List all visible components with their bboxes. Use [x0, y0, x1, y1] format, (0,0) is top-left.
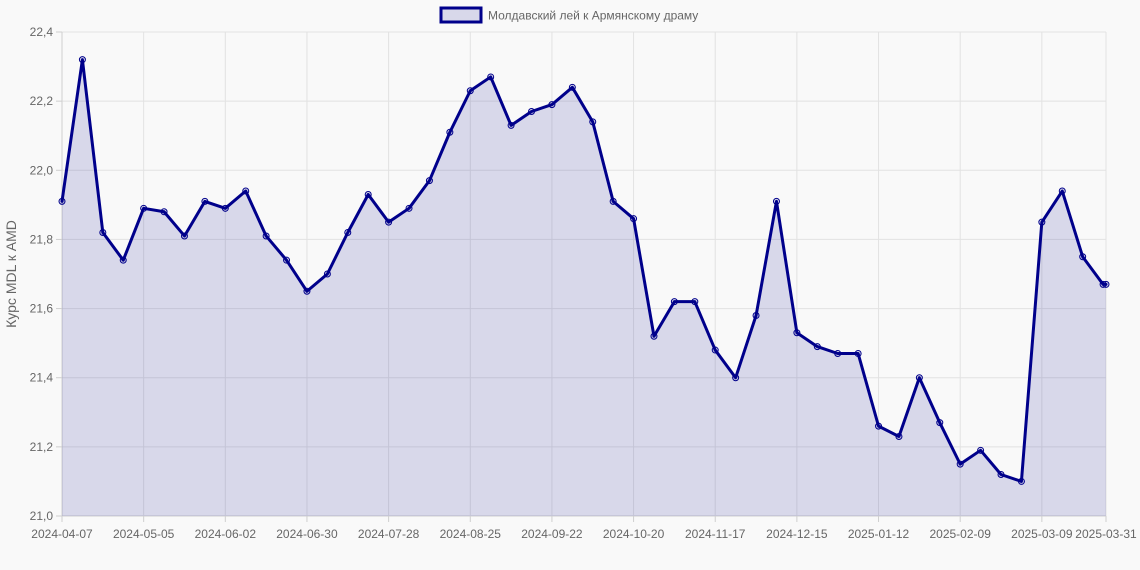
data-point[interactable]: [568, 83, 576, 91]
data-point[interactable]: [221, 204, 229, 212]
y-tick-label: 21,6: [30, 302, 54, 316]
data-point[interactable]: [752, 311, 760, 319]
line-layer: [60, 58, 1108, 483]
tick-layer: 21,0 21,2 21,4 21,6 21,8 22,0 22,2 22,4 2024-04-…: [30, 25, 1137, 541]
data-point[interactable]: [1102, 280, 1110, 288]
x-tick-label: 2024-10-20: [603, 527, 665, 541]
x-tick-label: 2025-02-09: [929, 527, 991, 541]
data-point[interactable]: [997, 471, 1005, 479]
data-point[interactable]: [915, 374, 923, 382]
data-point[interactable]: [834, 350, 842, 358]
data-point[interactable]: [793, 329, 801, 337]
x-tick-label: 2025-01-12: [848, 527, 910, 541]
y-tick-label: 22,0: [30, 163, 54, 177]
data-point[interactable]: [630, 215, 638, 223]
data-point[interactable]: [140, 204, 148, 212]
data-point[interactable]: [201, 197, 209, 205]
y-axis-title: Курс MDL к AMD: [3, 220, 19, 328]
data-point[interactable]: [385, 218, 393, 226]
data-point[interactable]: [180, 232, 188, 240]
point-layer: [58, 56, 1110, 485]
y-tick-label: 21,8: [30, 232, 54, 246]
data-point[interactable]: [875, 422, 883, 430]
data-point[interactable]: [242, 187, 250, 195]
data-point[interactable]: [466, 87, 474, 95]
grid-layer: [56, 31, 1107, 522]
data-point[interactable]: [956, 460, 964, 468]
x-tick-label: 2024-07-28: [358, 527, 420, 541]
data-point[interactable]: [1079, 253, 1087, 261]
data-point[interactable]: [507, 121, 515, 129]
data-point[interactable]: [78, 56, 86, 64]
data-point[interactable]: [936, 419, 944, 427]
data-point[interactable]: [650, 332, 658, 340]
series-line: [60, 58, 1108, 483]
data-point[interactable]: [711, 346, 719, 354]
data-point[interactable]: [670, 298, 678, 306]
data-point[interactable]: [425, 177, 433, 185]
area-layer: [62, 59, 1106, 516]
data-point[interactable]: [283, 256, 291, 264]
data-point[interactable]: [609, 197, 617, 205]
data-point[interactable]: [303, 287, 311, 295]
x-tick-label: 2024-11-17: [685, 527, 746, 541]
data-point[interactable]: [895, 432, 903, 440]
legend-label[interactable]: Молдавский лей к Армянскому драму: [488, 9, 698, 23]
data-point[interactable]: [487, 73, 495, 81]
x-tick-label: 2024-05-05: [113, 527, 175, 541]
data-point[interactable]: [977, 446, 985, 454]
data-point[interactable]: [323, 270, 331, 278]
x-tick-label: 2024-06-30: [276, 527, 338, 541]
series-area: [62, 59, 1106, 516]
data-point[interactable]: [1058, 187, 1066, 195]
data-point[interactable]: [589, 118, 597, 126]
data-point[interactable]: [691, 298, 699, 306]
y-tick-label: 22,4: [30, 25, 54, 39]
data-point[interactable]: [344, 229, 352, 237]
data-point[interactable]: [262, 232, 270, 240]
data-point[interactable]: [160, 208, 168, 216]
x-tick-label: 2024-12-15: [766, 527, 828, 541]
x-tick-label: 2024-06-02: [195, 527, 257, 541]
data-point[interactable]: [446, 128, 454, 136]
data-point[interactable]: [1017, 477, 1025, 485]
data-point[interactable]: [58, 197, 66, 205]
data-point[interactable]: [548, 101, 556, 109]
x-tick-label: 2024-08-25: [440, 527, 502, 541]
x-tick-label: 2024-09-22: [521, 527, 583, 541]
data-point[interactable]: [405, 204, 413, 212]
data-point[interactable]: [813, 343, 821, 351]
y-tick-label: 21,4: [30, 371, 54, 385]
y-tick-label: 21,0: [30, 509, 54, 523]
x-tick-label: 2025-03-09: [1011, 527, 1073, 541]
x-tick-label: 2024-04-07: [31, 527, 93, 541]
y-tick-label: 21,2: [30, 440, 54, 454]
data-point[interactable]: [119, 256, 127, 264]
legend-swatch[interactable]: [439, 6, 483, 24]
data-point[interactable]: [732, 374, 740, 382]
data-point[interactable]: [1038, 218, 1046, 226]
data-point[interactable]: [528, 108, 536, 116]
data-point[interactable]: [99, 229, 107, 237]
data-point[interactable]: [364, 190, 372, 198]
y-tick-label: 22,2: [30, 94, 54, 108]
data-point[interactable]: [772, 197, 780, 205]
x-tick-label: 2025-03-31: [1075, 527, 1137, 541]
data-point[interactable]: [854, 350, 862, 358]
legend[interactable]: Молдавский лей к Армянскому драму: [439, 6, 698, 24]
